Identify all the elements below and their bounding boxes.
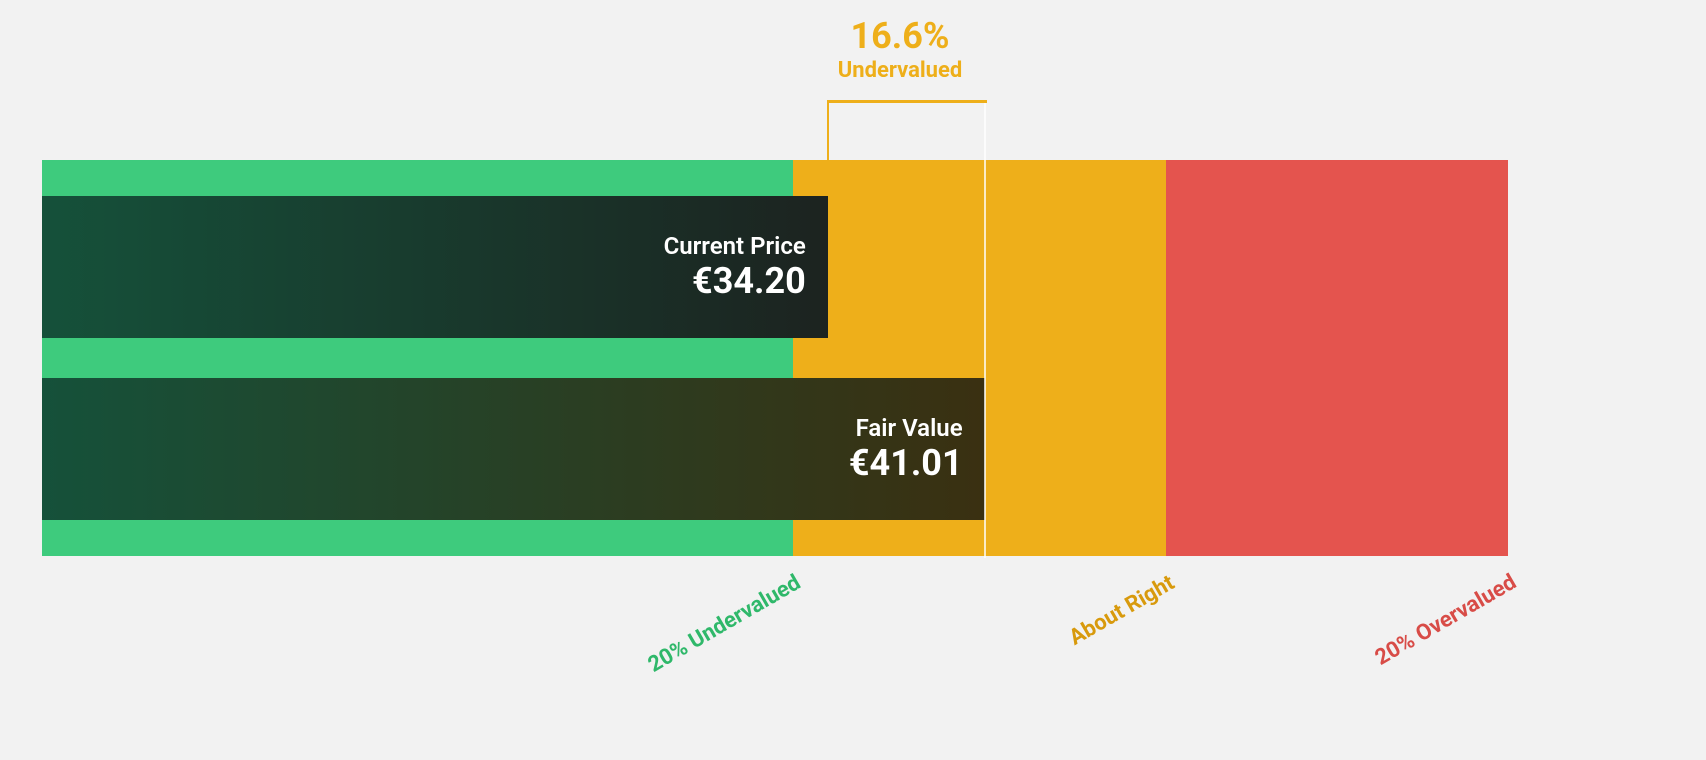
headline-percent: 16.6% (780, 18, 1020, 56)
current-price-value: €34.20 (664, 261, 806, 302)
axis-label-undervalued: 20% Undervalued (644, 570, 805, 677)
fair-value-value: €41.01 (849, 443, 963, 484)
axis-label-overvalued: 20% Overvalued (1371, 570, 1521, 671)
current-price-marker-line (827, 103, 829, 160)
fair-value-label: Fair Value (849, 414, 963, 443)
headline-state: Undervalued (780, 58, 1020, 84)
fair-value-bar: Fair Value €41.01 (42, 378, 985, 520)
valuation-headline: 16.6% Undervalued (780, 18, 1020, 84)
headline-underline (827, 100, 987, 103)
current-price-label: Current Price (664, 232, 806, 261)
fair-value-marker-line (984, 103, 986, 558)
axis-label-about-right: About Right (1065, 570, 1179, 650)
valuation-chart: Current Price €34.20 Fair Value €41.01 (42, 160, 1508, 556)
current-price-bar: Current Price €34.20 (42, 196, 828, 338)
zone-overvalued (1166, 160, 1508, 556)
